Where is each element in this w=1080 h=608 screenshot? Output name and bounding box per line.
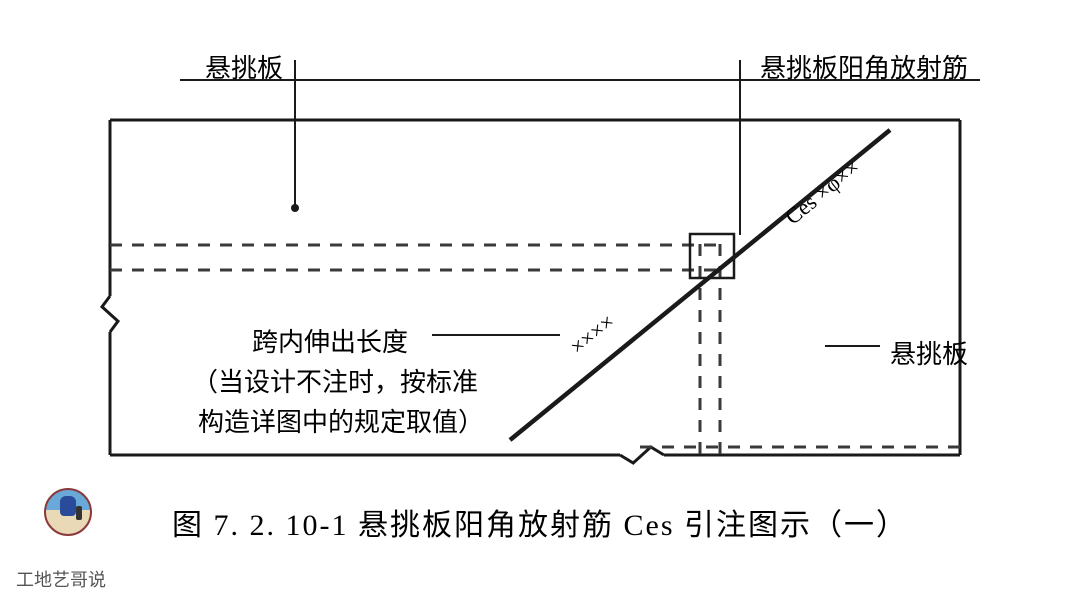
author-avatar <box>44 488 92 536</box>
label-radial-bar: 悬挑板阳角放射筋 <box>760 48 968 85</box>
author-watermark: 工地艺哥说 <box>16 566 106 592</box>
label-note-line2: 构造详图中的规定取值） <box>198 402 484 439</box>
label-span-length: 跨内伸出长度 <box>252 322 408 359</box>
label-cantilever-top: 悬挑板 <box>205 48 283 85</box>
figure-caption: 图 7. 2. 10-1 悬挑板阳角放射筋 Ces 引注图示（一） <box>0 500 1080 544</box>
label-note-line1: （当设计不注时，按标准 <box>192 362 478 399</box>
label-cantilever-right: 悬挑板 <box>890 334 968 371</box>
